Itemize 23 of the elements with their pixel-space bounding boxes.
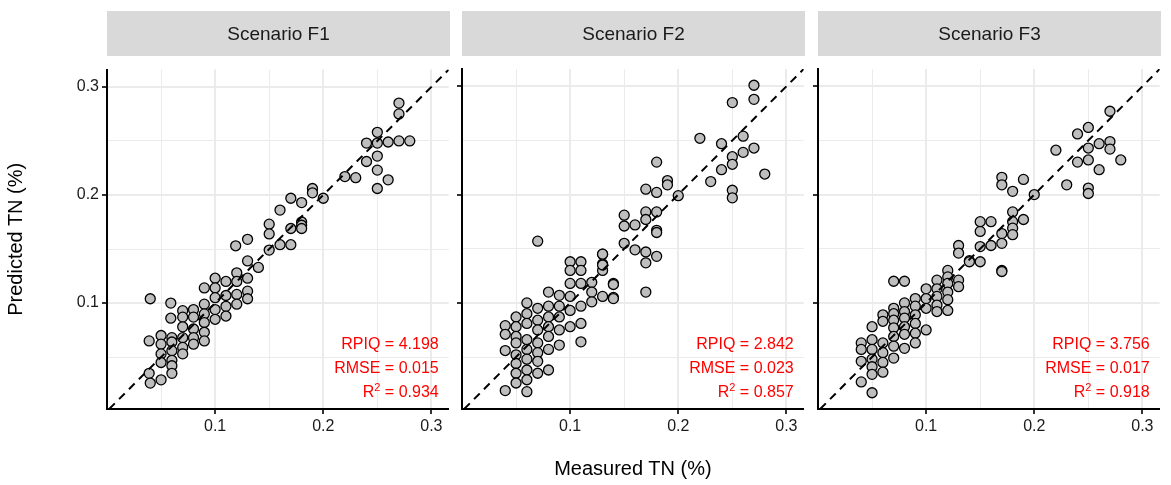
- y-tick-label: 0.2: [76, 185, 100, 203]
- x-tick-label: 0.1: [559, 417, 582, 435]
- x-tick-label: 0.2: [312, 417, 335, 435]
- x-tick-label: 0.1: [204, 417, 227, 435]
- x-tick-label: 0.1: [915, 417, 938, 435]
- chart-title: Scenario F1: [107, 11, 450, 56]
- x-tick-label: 0.3: [1131, 417, 1154, 435]
- x-tick-label: 0.2: [1023, 417, 1046, 435]
- annotation: RMSE = 0.017: [1045, 359, 1150, 376]
- annotation: RPIQ = 2.842: [696, 335, 794, 352]
- annotation: RMSE = 0.015: [334, 359, 439, 376]
- annotation: RPIQ = 4.198: [341, 335, 439, 352]
- chart-title: Scenario F3: [818, 11, 1161, 56]
- annotation: RMSE = 0.023: [689, 359, 794, 376]
- x-tick-label: 0.3: [420, 417, 443, 435]
- y-tick-label: 0.3: [76, 77, 100, 95]
- y-tick-label: 0.1: [76, 293, 100, 311]
- y-axis-title: Predicted TN (%): [3, 162, 26, 316]
- chart-title: Scenario F2: [462, 11, 805, 56]
- x-tick-label: 0.2: [667, 417, 690, 435]
- x-axis-title: Measured TN (%): [554, 456, 712, 479]
- x-tick-label: 0.3: [775, 417, 798, 435]
- annotation: RPIQ = 3.756: [1052, 335, 1150, 352]
